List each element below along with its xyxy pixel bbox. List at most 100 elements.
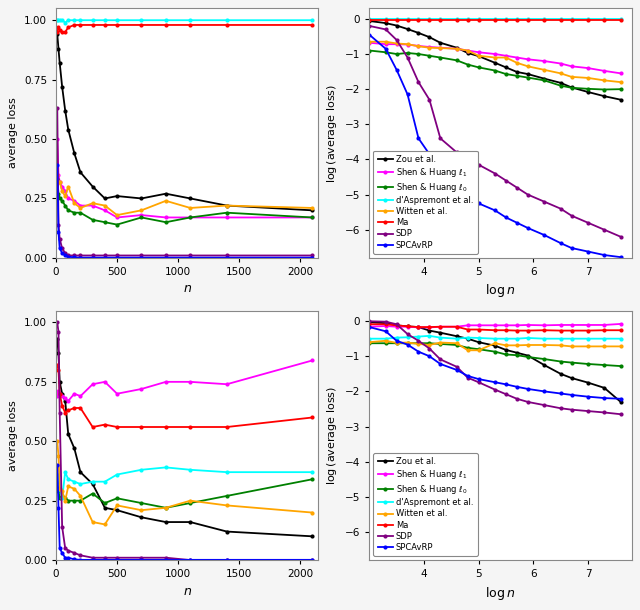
Shen & Huang $\ell_1$ (540, 321, 548, 329)
Shen & Huang $\ell_0$ (513, 351, 521, 359)
SDP (600, 226, 608, 234)
SDP (426, 345, 433, 352)
SDP (382, 26, 390, 33)
Shen & Huang $\ell_0$ (617, 85, 625, 93)
Shen & Huang $\ell_0$ (404, 340, 412, 347)
Shen & Huang $\ell_1$ (365, 39, 373, 46)
SDP (415, 79, 422, 86)
Witten et al. (453, 340, 461, 347)
Zou et al. (475, 52, 483, 60)
Shen & Huang $\ell_0$ (617, 362, 625, 370)
SPCAvRP (464, 372, 472, 379)
Ma (568, 327, 575, 334)
Line: d'Aspremont et al.: d'Aspremont et al. (367, 334, 623, 341)
SDP (436, 135, 444, 142)
SPCAvRP (453, 184, 461, 191)
Line: Shen & Huang $\ell_1$: Shen & Huang $\ell_1$ (367, 322, 623, 329)
SDP (365, 318, 373, 325)
SPCAvRP (540, 231, 548, 239)
SPCAvRP (475, 375, 483, 382)
d'Aspremont et al. (415, 333, 422, 340)
Witten et al. (491, 340, 499, 347)
SPCAvRP (557, 390, 564, 397)
Ma (540, 16, 548, 23)
Zou et al. (365, 318, 373, 326)
d'Aspremont et al. (513, 335, 521, 342)
Ma (382, 321, 390, 328)
d'Aspremont et al. (393, 15, 401, 23)
Zou et al. (617, 96, 625, 103)
Legend: Zou et al., Shen & Huang $\ell_1$, Shen & Huang $\ell_0$, d'Aspremont et al., Wi: Zou et al., Shen & Huang $\ell_1$, Shen … (374, 453, 477, 556)
Shen & Huang $\ell_0$ (491, 348, 499, 356)
SDP (557, 404, 564, 412)
d'Aspremont et al. (502, 335, 510, 342)
SDP (426, 96, 433, 103)
d'Aspremont et al. (513, 15, 521, 23)
Witten et al. (426, 44, 433, 51)
X-axis label: $n$: $n$ (182, 584, 192, 598)
SPCAvRP (453, 366, 461, 373)
Witten et al. (513, 342, 521, 349)
Zou et al. (464, 49, 472, 57)
d'Aspremont et al. (568, 335, 575, 342)
Shen & Huang $\ell_0$ (540, 77, 548, 84)
SPCAvRP (513, 219, 521, 226)
Shen & Huang $\ell_0$ (365, 340, 373, 347)
Ma (584, 327, 592, 334)
Line: Zou et al.: Zou et al. (367, 19, 623, 102)
SDP (524, 398, 532, 406)
Shen & Huang $\ell_1$ (557, 60, 564, 67)
SDP (557, 205, 564, 212)
Shen & Huang $\ell_1$ (502, 52, 510, 59)
Zou et al. (393, 22, 401, 29)
Shen & Huang $\ell_0$ (426, 340, 433, 347)
Y-axis label: $\log$(average loss): $\log$(average loss) (325, 386, 339, 485)
Witten et al. (617, 79, 625, 86)
Witten et al. (365, 38, 373, 45)
SDP (584, 407, 592, 415)
X-axis label: $\log n$: $\log n$ (485, 584, 516, 601)
d'Aspremont et al. (600, 15, 608, 23)
Shen & Huang $\ell_1$ (475, 321, 483, 329)
Zou et al. (502, 346, 510, 354)
Zou et al. (557, 79, 564, 87)
d'Aspremont et al. (557, 15, 564, 23)
SDP (453, 149, 461, 156)
Zou et al. (584, 88, 592, 96)
d'Aspremont et al. (557, 335, 564, 342)
Witten et al. (453, 45, 461, 52)
Witten et al. (540, 66, 548, 73)
Zou et al. (600, 384, 608, 392)
SPCAvRP (464, 193, 472, 200)
Witten et al. (502, 342, 510, 349)
d'Aspremont et al. (475, 334, 483, 342)
d'Aspremont et al. (382, 15, 390, 23)
Zou et al. (584, 379, 592, 386)
SPCAvRP (568, 245, 575, 252)
Zou et al. (513, 349, 521, 356)
d'Aspremont et al. (464, 334, 472, 341)
Shen & Huang $\ell_1$ (436, 323, 444, 331)
Ma (491, 16, 499, 23)
d'Aspremont et al. (453, 15, 461, 23)
Shen & Huang $\ell_0$ (600, 86, 608, 93)
Ma (453, 16, 461, 23)
Zou et al. (568, 375, 575, 382)
Shen & Huang $\ell_0$ (475, 345, 483, 353)
Shen & Huang $\ell_0$ (584, 85, 592, 93)
Zou et al. (382, 20, 390, 27)
Shen & Huang $\ell_0$ (540, 356, 548, 363)
d'Aspremont et al. (540, 15, 548, 23)
Shen & Huang $\ell_0$ (584, 361, 592, 368)
SPCAvRP (568, 391, 575, 398)
Ma (540, 326, 548, 334)
Shen & Huang $\ell_0$ (393, 340, 401, 347)
Shen & Huang $\ell_0$ (436, 340, 444, 348)
SPCAvRP (513, 383, 521, 390)
Witten et al. (382, 337, 390, 345)
SPCAvRP (404, 91, 412, 98)
Shen & Huang $\ell_1$ (513, 321, 521, 329)
Shen & Huang $\ell_1$ (436, 44, 444, 51)
Shen & Huang $\ell_1$ (426, 43, 433, 51)
Shen & Huang $\ell_1$ (524, 56, 532, 63)
